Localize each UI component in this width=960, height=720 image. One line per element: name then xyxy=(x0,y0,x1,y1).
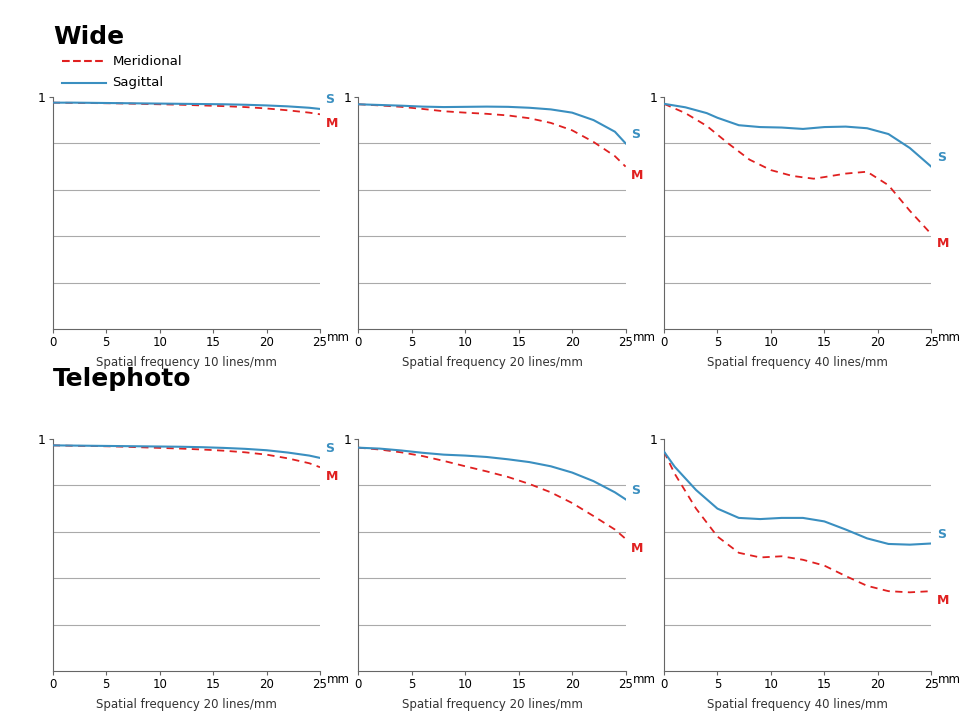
Text: M: M xyxy=(631,541,643,554)
Text: S: S xyxy=(937,528,946,541)
Text: mm: mm xyxy=(633,672,656,685)
Text: M: M xyxy=(325,117,338,130)
Text: S: S xyxy=(325,442,334,455)
Text: Sagittal: Sagittal xyxy=(112,76,163,89)
Text: S: S xyxy=(631,127,640,140)
Text: S: S xyxy=(631,484,640,497)
X-axis label: Spatial frequency 20 lines/mm: Spatial frequency 20 lines/mm xyxy=(401,356,583,369)
Text: S: S xyxy=(325,93,334,106)
X-axis label: Spatial frequency 10 lines/mm: Spatial frequency 10 lines/mm xyxy=(96,356,276,369)
Text: M: M xyxy=(325,470,338,483)
Text: S: S xyxy=(937,150,946,164)
Text: Meridional: Meridional xyxy=(112,55,182,68)
X-axis label: Spatial frequency 40 lines/mm: Spatial frequency 40 lines/mm xyxy=(708,698,888,711)
Text: mm: mm xyxy=(327,330,350,343)
X-axis label: Spatial frequency 20 lines/mm: Spatial frequency 20 lines/mm xyxy=(401,698,583,711)
Text: mm: mm xyxy=(938,672,960,685)
Text: M: M xyxy=(631,169,643,182)
X-axis label: Spatial frequency 40 lines/mm: Spatial frequency 40 lines/mm xyxy=(708,356,888,369)
Text: Wide: Wide xyxy=(53,25,124,49)
Text: mm: mm xyxy=(327,672,350,685)
Text: Telephoto: Telephoto xyxy=(53,367,191,391)
Text: mm: mm xyxy=(938,330,960,343)
Text: M: M xyxy=(937,237,949,250)
X-axis label: Spatial frequency 20 lines/mm: Spatial frequency 20 lines/mm xyxy=(96,698,276,711)
Text: M: M xyxy=(937,594,949,607)
Text: mm: mm xyxy=(633,330,656,343)
